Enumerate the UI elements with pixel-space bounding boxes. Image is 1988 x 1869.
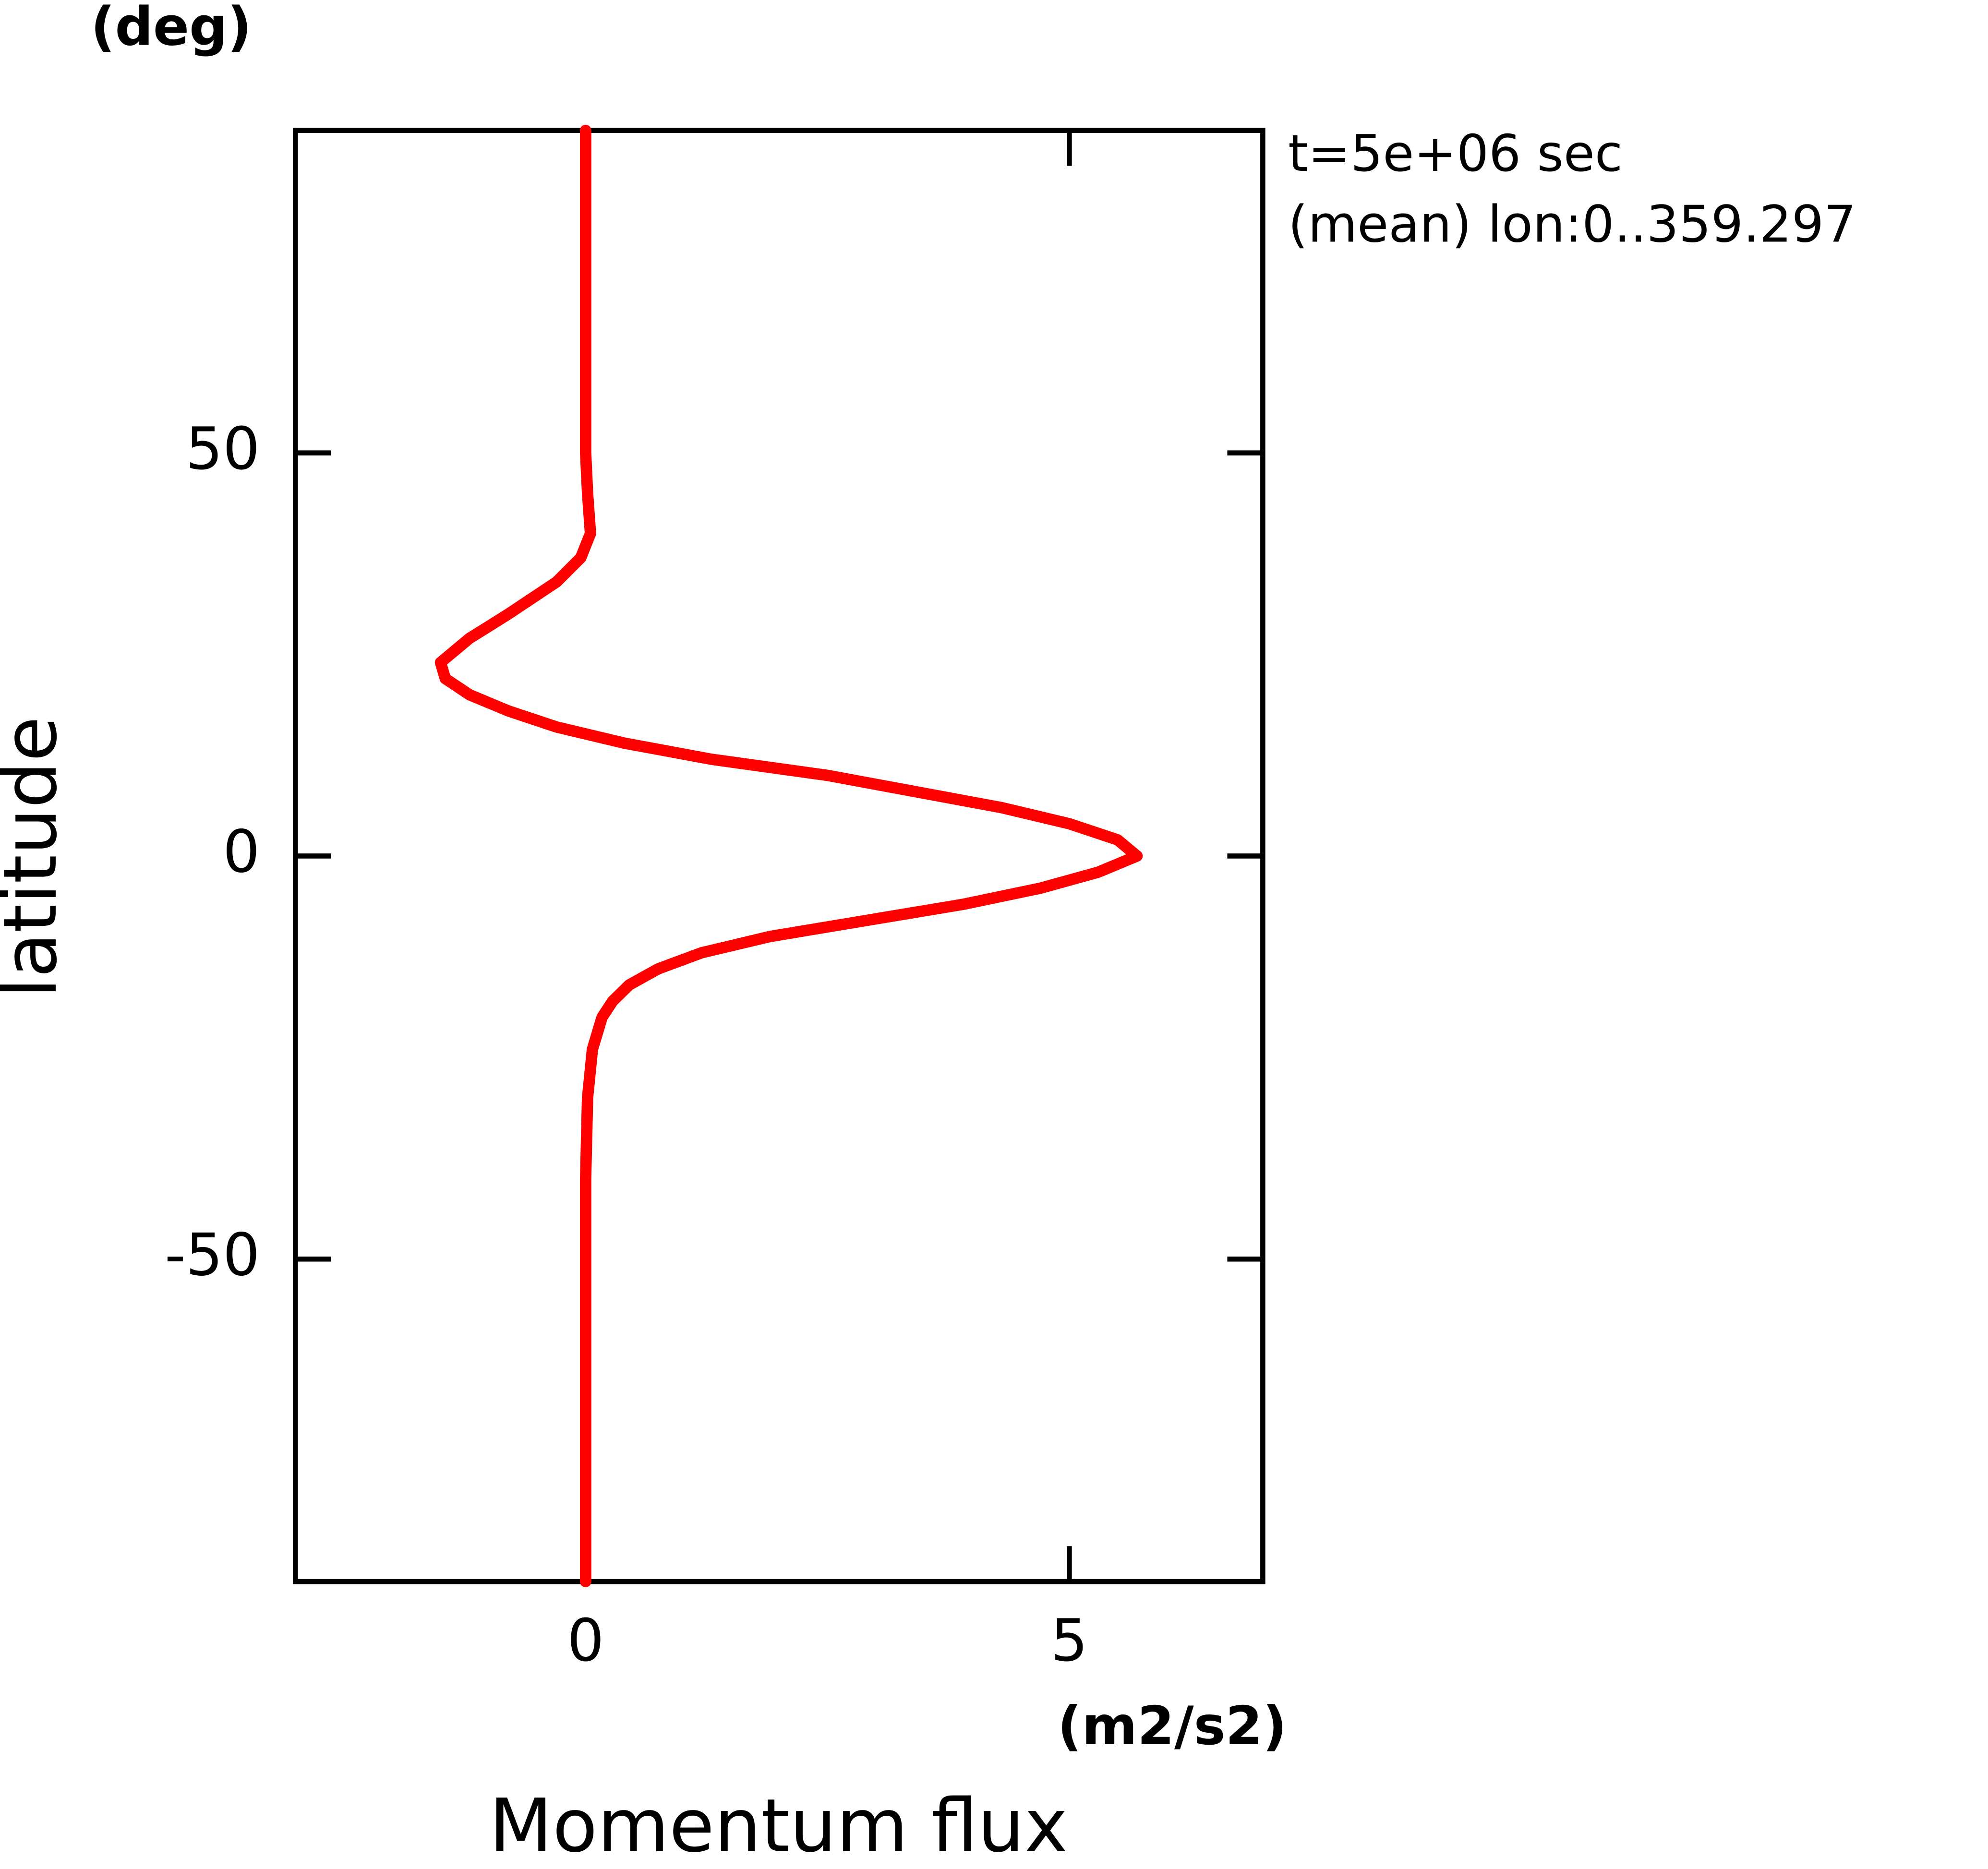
annotation: t=5e+06 sec bbox=[1288, 124, 1623, 183]
x-tick-label: 0 bbox=[567, 1606, 604, 1675]
y-tick-label: 50 bbox=[186, 415, 260, 483]
plot-frame bbox=[293, 128, 1265, 1584]
x-axis-title: Momentum flux bbox=[489, 1784, 1068, 1869]
x-unit: (m2/s2) bbox=[1058, 1695, 1287, 1757]
y-unit: (deg) bbox=[91, 0, 252, 58]
y-tick-label: -50 bbox=[165, 1221, 260, 1289]
annotation: (mean) lon:0..359.297 bbox=[1288, 195, 1856, 254]
y-axis-title: latitude bbox=[0, 717, 73, 998]
y-tick-label: 0 bbox=[223, 818, 260, 886]
x-tick-label: 5 bbox=[1051, 1606, 1088, 1675]
data-line bbox=[434, 124, 1143, 1587]
